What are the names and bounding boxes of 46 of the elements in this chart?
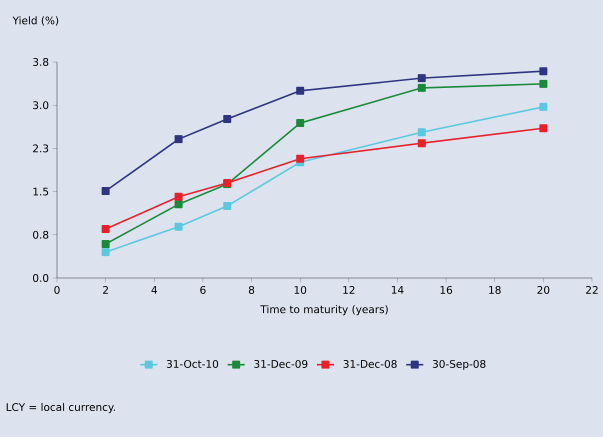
- point: [418, 84, 426, 92]
- y-tick-label: 1.5: [33, 188, 48, 196]
- x-tick-label: 12: [343, 286, 354, 294]
- legend-label: 30-Sep-08: [432, 360, 486, 370]
- point: [223, 115, 232, 124]
- y-tick-label: 2.3: [33, 144, 48, 152]
- y-tick-label: 3.8: [33, 58, 48, 66]
- x-tick-label: 0: [54, 286, 60, 294]
- point: [102, 240, 110, 248]
- x-tick-label: 22: [586, 286, 598, 294]
- y-tick-label: 3.0: [33, 101, 48, 110]
- x-tick-label: 4: [151, 286, 158, 294]
- legend-label: 31-Oct-10: [166, 360, 218, 368]
- point: [223, 202, 232, 210]
- x-tick-label: 16: [440, 286, 452, 294]
- point: [102, 248, 110, 256]
- x-tick-label: 14: [392, 286, 404, 294]
- point: [296, 86, 304, 95]
- y-tick-label: 0.8: [33, 230, 48, 239]
- point: [102, 225, 110, 234]
- point: [418, 139, 426, 148]
- point: [174, 222, 183, 231]
- legend-label: 31-Dec-08: [344, 360, 397, 368]
- x-tick-label: 8: [248, 286, 254, 294]
- point: [296, 154, 304, 163]
- point: [539, 124, 548, 132]
- legend-label: 31-Dec-09: [254, 360, 308, 368]
- x-tick-label: 18: [489, 286, 501, 294]
- x-tick-label: 20: [537, 286, 550, 294]
- x-tick-label: 2: [103, 286, 108, 294]
- point: [539, 102, 548, 111]
- point: [418, 128, 426, 136]
- x-axis-title: Time to maturity (years): [260, 305, 388, 316]
- point: [102, 187, 110, 196]
- point: [174, 135, 183, 144]
- x-tick-label: 10: [294, 286, 306, 294]
- point: [418, 74, 426, 82]
- text: LCY = local currency.: [6, 402, 115, 414]
- point: [174, 200, 183, 208]
- y-tick-label: 0.0: [33, 274, 48, 282]
- point: [539, 80, 548, 88]
- x-tick-label: 6: [200, 286, 206, 294]
- y-axis-title: Yield (%): [12, 16, 58, 26]
- point: [174, 192, 183, 201]
- point: [296, 119, 304, 128]
- point: [539, 67, 548, 76]
